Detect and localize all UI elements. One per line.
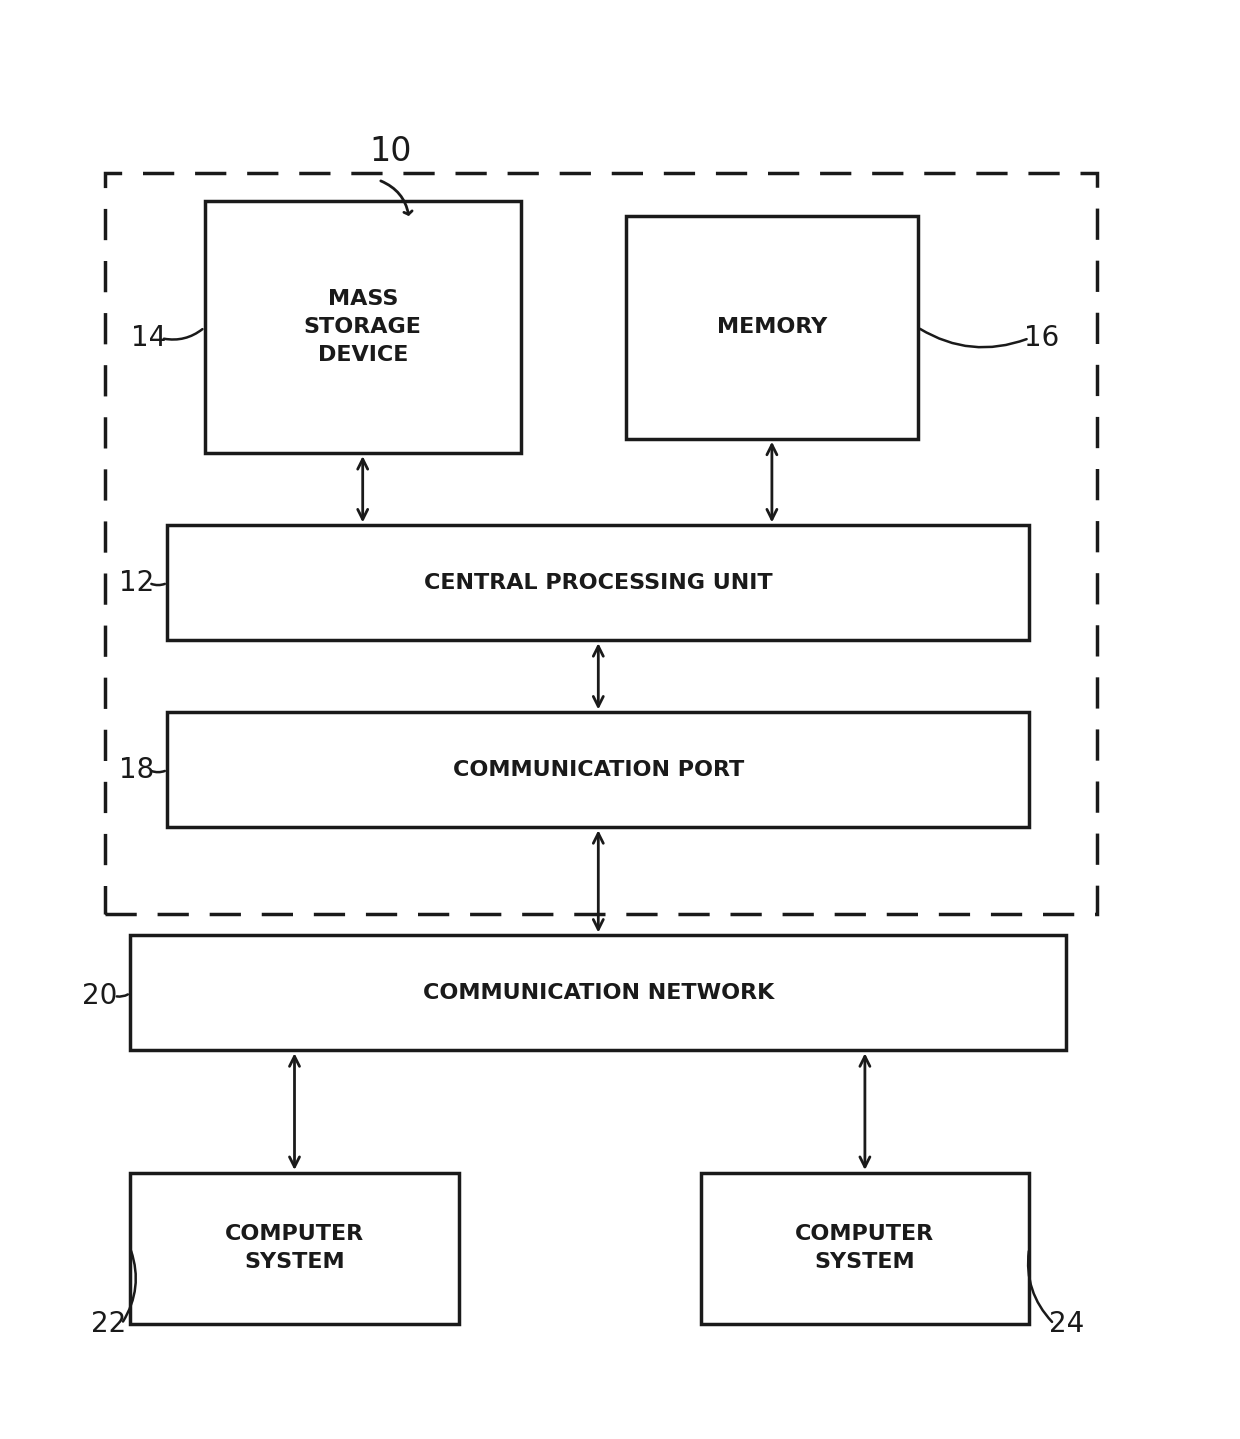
Bar [701, 1173, 1029, 1324]
Text: 24: 24 [1049, 1309, 1084, 1338]
Text: 12: 12 [119, 568, 154, 597]
Text: COMPUTER
SYSTEM: COMPUTER SYSTEM [795, 1225, 935, 1272]
Text: CENTRAL PROCESSING UNIT: CENTRAL PROCESSING UNIT [424, 573, 773, 593]
Text: COMPUTER
SYSTEM: COMPUTER SYSTEM [224, 1225, 365, 1272]
Bar [130, 1173, 459, 1324]
Text: 22: 22 [92, 1309, 126, 1338]
Bar [167, 712, 1029, 827]
Text: MASS
STORAGE
DEVICE: MASS STORAGE DEVICE [304, 289, 422, 366]
Bar [626, 216, 918, 439]
Bar [105, 173, 1097, 914]
Text: COMMUNICATION NETWORK: COMMUNICATION NETWORK [423, 983, 774, 1003]
Text: COMMUNICATION PORT: COMMUNICATION PORT [453, 760, 744, 780]
Text: 14: 14 [131, 324, 166, 353]
Text: MEMORY: MEMORY [717, 318, 827, 337]
Text: 18: 18 [119, 755, 154, 784]
Text: 10: 10 [370, 135, 412, 167]
Bar [205, 201, 521, 453]
Bar [130, 935, 1066, 1050]
Text: 16: 16 [1024, 324, 1059, 353]
Text: 20: 20 [82, 981, 117, 1010]
Bar [167, 525, 1029, 640]
